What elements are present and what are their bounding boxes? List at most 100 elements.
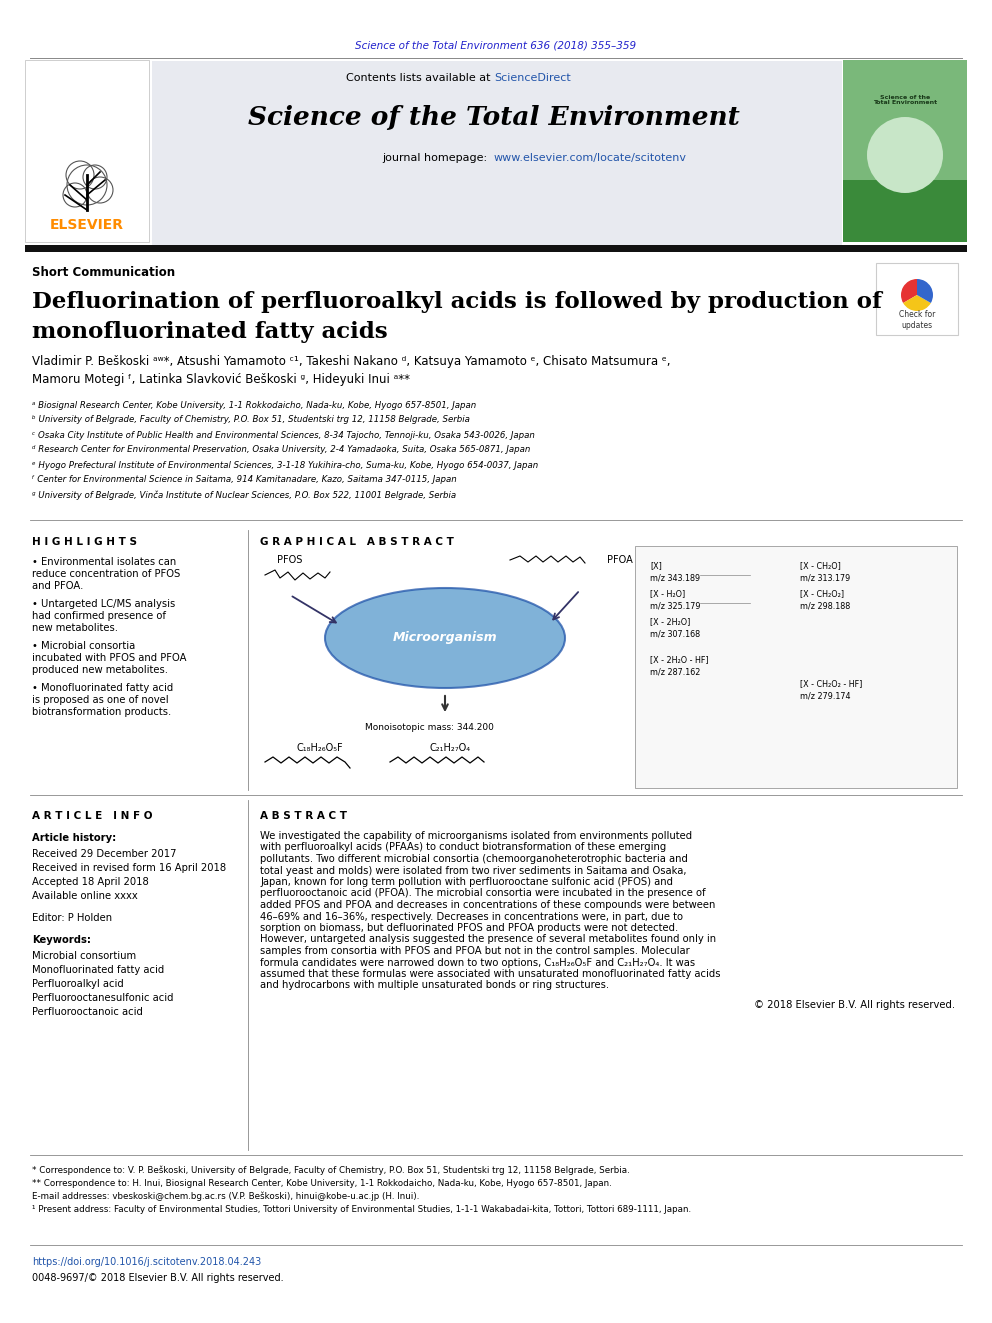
Text: www.elsevier.com/locate/scitotenv: www.elsevier.com/locate/scitotenv: [494, 153, 687, 163]
Text: Contents lists available at: Contents lists available at: [346, 73, 494, 83]
Text: However, untargeted analysis suggested the presence of several metabolites found: However, untargeted analysis suggested t…: [260, 934, 716, 945]
Ellipse shape: [325, 587, 565, 688]
Text: Perfluoroalkyl acid: Perfluoroalkyl acid: [32, 979, 124, 990]
Text: m/z 307.168: m/z 307.168: [650, 630, 700, 639]
Text: assumed that these formulas were associated with unsaturated monofluorinated fat: assumed that these formulas were associa…: [260, 968, 720, 979]
Circle shape: [899, 277, 935, 314]
Text: m/z 313.179: m/z 313.179: [800, 573, 850, 582]
Text: Short Communication: Short Communication: [32, 266, 176, 279]
Text: Keywords:: Keywords:: [32, 935, 91, 945]
Text: Received 29 December 2017: Received 29 December 2017: [32, 849, 177, 859]
Text: C₁₈H₂₆O₅F: C₁₈H₂₆O₅F: [297, 744, 343, 753]
Text: total yeast and molds) were isolated from two river sediments in Saitama and Osa: total yeast and molds) were isolated fro…: [260, 865, 686, 876]
Text: 46–69% and 16–36%, respectively. Decreases in concentrations were, in part, due : 46–69% and 16–36%, respectively. Decreas…: [260, 912, 683, 922]
Text: samples from consortia with PFOS and PFOA but not in the control samples. Molecu: samples from consortia with PFOS and PFO…: [260, 946, 689, 957]
Text: ScienceDirect: ScienceDirect: [494, 73, 570, 83]
Text: is proposed as one of novel: is proposed as one of novel: [32, 695, 169, 705]
Text: Check for
updates: Check for updates: [899, 311, 935, 329]
Text: ᵉ Hyogo Prefectural Institute of Environmental Sciences, 3-1-18 Yukihira-cho, Su: ᵉ Hyogo Prefectural Institute of Environ…: [32, 460, 539, 470]
Text: sorption on biomass, but defluorinated PFOS and PFOA products were not detected.: sorption on biomass, but defluorinated P…: [260, 923, 679, 933]
Text: journal homepage:: journal homepage:: [382, 153, 494, 163]
Text: Science of the
Total Environment: Science of the Total Environment: [873, 95, 937, 106]
Text: Science of the Total Environment: Science of the Total Environment: [248, 106, 740, 131]
Text: PFOA: PFOA: [607, 556, 633, 565]
Text: [X - 2H₂O - HF]: [X - 2H₂O - HF]: [650, 655, 708, 664]
Text: pollutants. Two different microbial consortia (chemoorganoheterotrophic bacteria: pollutants. Two different microbial cons…: [260, 855, 687, 864]
Text: • Environmental isolates can: • Environmental isolates can: [32, 557, 177, 568]
Text: Science of the Total Environment 636 (2018) 355–359: Science of the Total Environment 636 (20…: [355, 41, 637, 52]
Text: ᵇ University of Belgrade, Faculty of Chemistry, P.O. Box 51, Studentski trg 12, : ᵇ University of Belgrade, Faculty of Che…: [32, 415, 470, 425]
Bar: [843, 60, 967, 180]
Text: new metabolites.: new metabolites.: [32, 623, 118, 632]
Text: Mamoru Motegi ᶠ, Latinka Slavković Beškoski ᵍ, Hideyuki Inui ᵃ**: Mamoru Motegi ᶠ, Latinka Slavković Beško…: [32, 373, 410, 386]
Text: Perfluorooctanoic acid: Perfluorooctanoic acid: [32, 1007, 143, 1017]
Text: m/z 325.179: m/z 325.179: [650, 602, 700, 610]
Text: • Monofluorinated fatty acid: • Monofluorinated fatty acid: [32, 683, 174, 693]
Text: ᵈ Research Center for Environmental Preservation, Osaka University, 2-4 Yamadaok: ᵈ Research Center for Environmental Pres…: [32, 446, 531, 455]
Text: had confirmed presence of: had confirmed presence of: [32, 611, 166, 620]
Text: Received in revised form 16 April 2018: Received in revised form 16 April 2018: [32, 863, 226, 873]
Text: We investigated the capability of microorganisms isolated from environments poll: We investigated the capability of microo…: [260, 831, 692, 841]
Bar: [876, 263, 958, 335]
Text: E-mail addresses: vbeskoski@chem.bg.ac.rs (V.P. Beškoski), hinui@kobe-u.ac.jp (H: E-mail addresses: vbeskoski@chem.bg.ac.r…: [32, 1191, 420, 1201]
Text: A B S T R A C T: A B S T R A C T: [260, 811, 347, 822]
Bar: [843, 60, 967, 242]
Text: Japan, known for long term pollution with perfluorooctane sulfonic acid (PFOS) a: Japan, known for long term pollution wit…: [260, 877, 673, 886]
Text: Perfluorooctanesulfonic acid: Perfluorooctanesulfonic acid: [32, 994, 174, 1003]
Text: m/z 343.189: m/z 343.189: [650, 573, 700, 582]
Text: m/z 298.188: m/z 298.188: [800, 602, 850, 610]
Text: incubated with PFOS and PFOA: incubated with PFOS and PFOA: [32, 654, 186, 663]
Text: [X - CH₂O]: [X - CH₂O]: [800, 561, 841, 570]
Text: added PFOS and PFOA and decreases in concentrations of these compounds were betw: added PFOS and PFOA and decreases in con…: [260, 900, 715, 910]
Text: * Correspondence to: V. P. Beškoski, University of Belgrade, Faculty of Chemistr: * Correspondence to: V. P. Beškoski, Uni…: [32, 1166, 630, 1175]
Text: H I G H L I G H T S: H I G H L I G H T S: [32, 537, 137, 546]
Wedge shape: [903, 295, 930, 311]
Text: Monoisotopic mass: 344.200: Monoisotopic mass: 344.200: [365, 724, 494, 733]
Text: C₂₁H₂₇O₄: C₂₁H₂₇O₄: [430, 744, 470, 753]
Text: Vladimir P. Beškoski ᵃʷ*, Atsushi Yamamoto ᶜ¹, Takeshi Nakano ᵈ, Katsuya Yamamot: Vladimir P. Beškoski ᵃʷ*, Atsushi Yamamo…: [32, 356, 671, 369]
Text: [X - 2H₂O]: [X - 2H₂O]: [650, 618, 690, 627]
Text: A R T I C L E   I N F O: A R T I C L E I N F O: [32, 811, 153, 822]
Text: 0048-9697/© 2018 Elsevier B.V. All rights reserved.: 0048-9697/© 2018 Elsevier B.V. All right…: [32, 1273, 284, 1283]
Text: and hydrocarbons with multiple unsaturated bonds or ring structures.: and hydrocarbons with multiple unsaturat…: [260, 980, 609, 991]
Text: Editor: P Holden: Editor: P Holden: [32, 913, 112, 923]
Text: https://doi.org/10.1016/j.scitotenv.2018.04.243: https://doi.org/10.1016/j.scitotenv.2018…: [32, 1257, 261, 1267]
Text: perfluorooctanoic acid (PFOA). The microbial consortia were incubated in the pre: perfluorooctanoic acid (PFOA). The micro…: [260, 889, 705, 898]
Text: Accepted 18 April 2018: Accepted 18 April 2018: [32, 877, 149, 886]
Text: Article history:: Article history:: [32, 833, 116, 843]
Text: produced new metabolites.: produced new metabolites.: [32, 665, 168, 675]
Text: ᵃ Biosignal Research Center, Kobe University, 1-1 Rokkodaicho, Nada-ku, Kobe, Hy: ᵃ Biosignal Research Center, Kobe Univer…: [32, 401, 476, 410]
Wedge shape: [901, 279, 917, 303]
Text: and PFOA.: and PFOA.: [32, 581, 83, 591]
Text: • Microbial consortia: • Microbial consortia: [32, 642, 135, 651]
Text: biotransformation products.: biotransformation products.: [32, 706, 172, 717]
Text: m/z 287.162: m/z 287.162: [650, 668, 700, 676]
Text: m/z 279.174: m/z 279.174: [800, 692, 850, 700]
Text: Monofluorinated fatty acid: Monofluorinated fatty acid: [32, 964, 165, 975]
Text: PFOS: PFOS: [278, 556, 303, 565]
Bar: [25, 60, 149, 242]
Wedge shape: [917, 279, 933, 303]
Text: ELSEVIER: ELSEVIER: [50, 218, 124, 232]
Text: © 2018 Elsevier B.V. All rights reserved.: © 2018 Elsevier B.V. All rights reserved…: [754, 1000, 955, 1009]
Circle shape: [867, 116, 943, 193]
Text: G R A P H I C A L   A B S T R A C T: G R A P H I C A L A B S T R A C T: [260, 537, 454, 546]
Bar: [25, 245, 967, 251]
Text: with perfluoroalkyl acids (PFAAs) to conduct biotransformation of these emerging: with perfluoroalkyl acids (PFAAs) to con…: [260, 843, 667, 852]
Bar: [258, 546, 958, 789]
Text: Defluorination of perfluoroalkyl acids is followed by production of: Defluorination of perfluoroalkyl acids i…: [32, 291, 882, 314]
Text: Microbial consortium: Microbial consortium: [32, 951, 136, 960]
Text: [X]: [X]: [650, 561, 662, 570]
Text: Available online xxxx: Available online xxxx: [32, 890, 138, 901]
Text: [X - CH₂O₂]: [X - CH₂O₂]: [800, 590, 844, 598]
Text: monofluorinated fatty acids: monofluorinated fatty acids: [32, 321, 388, 343]
Bar: [152, 61, 842, 245]
Text: ᶜ Osaka City Institute of Public Health and Environmental Sciences, 8-34 Tajocho: ᶜ Osaka City Institute of Public Health …: [32, 430, 535, 439]
Text: ᵍ University of Belgrade, Vinča Institute of Nuclear Sciences, P.O. Box 522, 110: ᵍ University of Belgrade, Vinča Institut…: [32, 491, 456, 500]
Text: [X - H₂O]: [X - H₂O]: [650, 590, 685, 598]
Text: [X - CH₂O₂ - HF]: [X - CH₂O₂ - HF]: [800, 680, 862, 688]
Text: ᶠ Center for Environmental Science in Saitama, 914 Kamitanadare, Kazo, Saitama 3: ᶠ Center for Environmental Science in Sa…: [32, 475, 456, 484]
Text: ** Correspondence to: H. Inui, Biosignal Research Center, Kobe University, 1-1 R: ** Correspondence to: H. Inui, Biosignal…: [32, 1179, 612, 1188]
Text: formula candidates were narrowed down to two options, C₁₈H₂₆O₅F and C₂₁H₂₇O₄. It: formula candidates were narrowed down to…: [260, 958, 695, 967]
Text: ¹ Present address: Faculty of Environmental Studies, Tottori University of Envir: ¹ Present address: Faculty of Environmen…: [32, 1204, 691, 1213]
